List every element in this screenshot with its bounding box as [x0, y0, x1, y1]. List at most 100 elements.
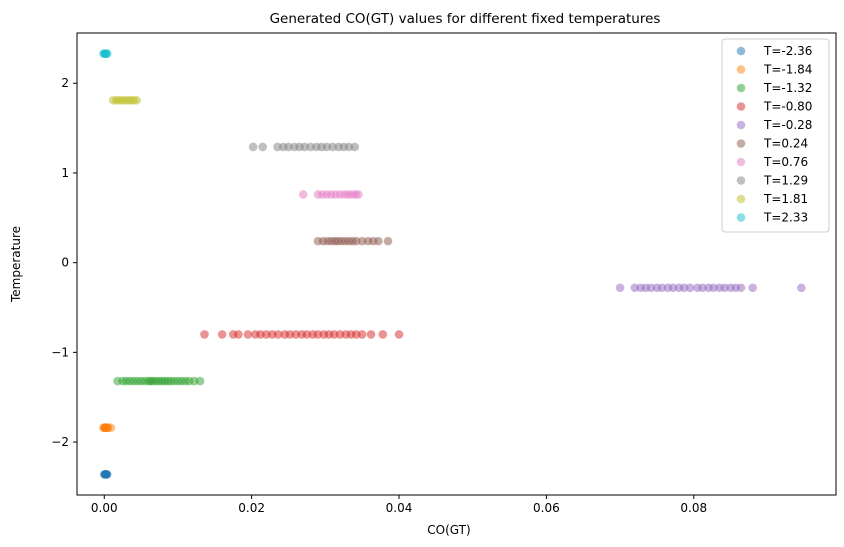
legend-label: T=2.33 — [763, 211, 808, 225]
data-point — [357, 236, 367, 246]
y-tick-label: −2 — [51, 435, 69, 449]
legend-marker — [736, 120, 746, 130]
legend-marker — [736, 83, 746, 93]
data-point — [394, 330, 404, 339]
x-tick-label: 0.02 — [238, 501, 265, 515]
legend-marker — [736, 213, 746, 222]
x-tick-label: 0.04 — [386, 501, 413, 515]
data-point — [328, 142, 338, 152]
legend-marker — [736, 194, 746, 204]
data-point — [736, 283, 746, 293]
legend-entry: T=0.76 — [736, 155, 808, 169]
data-point — [657, 283, 667, 293]
data-point — [630, 283, 640, 293]
x-axis-label: CO(GT) — [427, 523, 470, 537]
x-tick-label: 0.06 — [533, 501, 560, 515]
series-3 — [200, 330, 404, 339]
data-point — [646, 283, 656, 293]
legend-label: T=1.29 — [763, 174, 808, 188]
legend-label: T=-1.32 — [763, 81, 812, 95]
data-point — [351, 330, 361, 339]
legend-entry: T=2.33 — [736, 211, 808, 225]
legend-label: T=0.76 — [763, 155, 808, 169]
legend-label: T=1.81 — [763, 192, 808, 206]
data-point — [234, 330, 243, 339]
legend-entry: T=1.81 — [736, 192, 808, 206]
legend-label: T=0.24 — [763, 137, 808, 151]
data-point — [284, 142, 293, 152]
x-tick-label: 0.08 — [680, 501, 707, 515]
legend-entry: T=1.29 — [736, 174, 808, 188]
y-tick-label: 2 — [61, 76, 69, 90]
legend-marker — [736, 46, 746, 56]
legend-marker — [736, 102, 746, 111]
y-axis-label: Temperature — [9, 226, 23, 303]
data-point — [306, 142, 315, 152]
series-2 — [113, 376, 205, 386]
data-point — [132, 95, 141, 105]
data-point — [248, 142, 258, 152]
legend-label: T=-2.36 — [763, 44, 812, 58]
legend-box — [721, 38, 830, 233]
series-8 — [108, 95, 141, 105]
data-point — [106, 423, 116, 433]
series-9 — [99, 49, 112, 58]
data-point — [748, 283, 758, 293]
legend-label: T=-0.28 — [763, 118, 812, 132]
data-point — [217, 330, 227, 339]
data-point — [668, 283, 678, 293]
legend-label: T=-0.80 — [763, 100, 812, 114]
series-5 — [313, 236, 393, 246]
data-point — [285, 330, 295, 339]
plot-frame — [76, 32, 837, 496]
data-point — [102, 49, 112, 58]
data-point — [291, 330, 301, 339]
data-point — [256, 330, 265, 339]
x-tick-label: 0.00 — [91, 501, 118, 515]
chart-title: Generated CO(GT) values for different fi… — [270, 11, 661, 27]
legend-entry: T=-0.28 — [736, 118, 812, 132]
data-point — [267, 330, 277, 339]
data-point — [329, 330, 339, 339]
data-point — [374, 236, 383, 246]
data-point — [378, 330, 388, 339]
data-point — [102, 470, 112, 479]
y-tick-label: 1 — [61, 166, 69, 180]
data-point — [258, 142, 268, 152]
data-point — [366, 330, 376, 339]
series-7 — [248, 142, 360, 152]
data-point — [200, 330, 209, 339]
legend: T=-2.36 T=-1.84 T=-1.32 T=-0.80 T=-0.28 T=0.2… — [721, 38, 830, 233]
data-point — [679, 283, 689, 293]
legend-entry: T=-2.36 — [736, 44, 812, 58]
legend-label: T=-1.84 — [763, 63, 812, 77]
plot-points — [99, 49, 806, 479]
data-point — [243, 330, 253, 339]
legend-entry: T=-0.80 — [736, 100, 812, 114]
data-point — [313, 330, 323, 339]
data-point — [298, 190, 308, 199]
data-point — [262, 330, 271, 339]
data-point — [615, 283, 625, 293]
data-point — [350, 142, 360, 152]
legend-entry: T=-1.84 — [736, 63, 812, 77]
data-point — [273, 330, 283, 339]
data-point — [344, 142, 354, 152]
series-1 — [99, 423, 116, 433]
data-point — [302, 330, 312, 339]
data-point — [195, 376, 205, 386]
legend-marker — [736, 157, 746, 167]
data-point — [357, 330, 367, 339]
data-point — [383, 236, 393, 246]
legend-entry: T=-1.32 — [736, 81, 812, 95]
legend-marker — [736, 65, 746, 74]
y-axis: −2 −1 0 1 2 — [51, 76, 77, 449]
data-point — [335, 330, 345, 339]
data-point — [720, 283, 730, 293]
series-6 — [298, 190, 363, 199]
data-point — [685, 283, 695, 293]
data-point — [273, 142, 282, 152]
legend-marker — [736, 176, 746, 185]
data-point — [351, 236, 361, 246]
